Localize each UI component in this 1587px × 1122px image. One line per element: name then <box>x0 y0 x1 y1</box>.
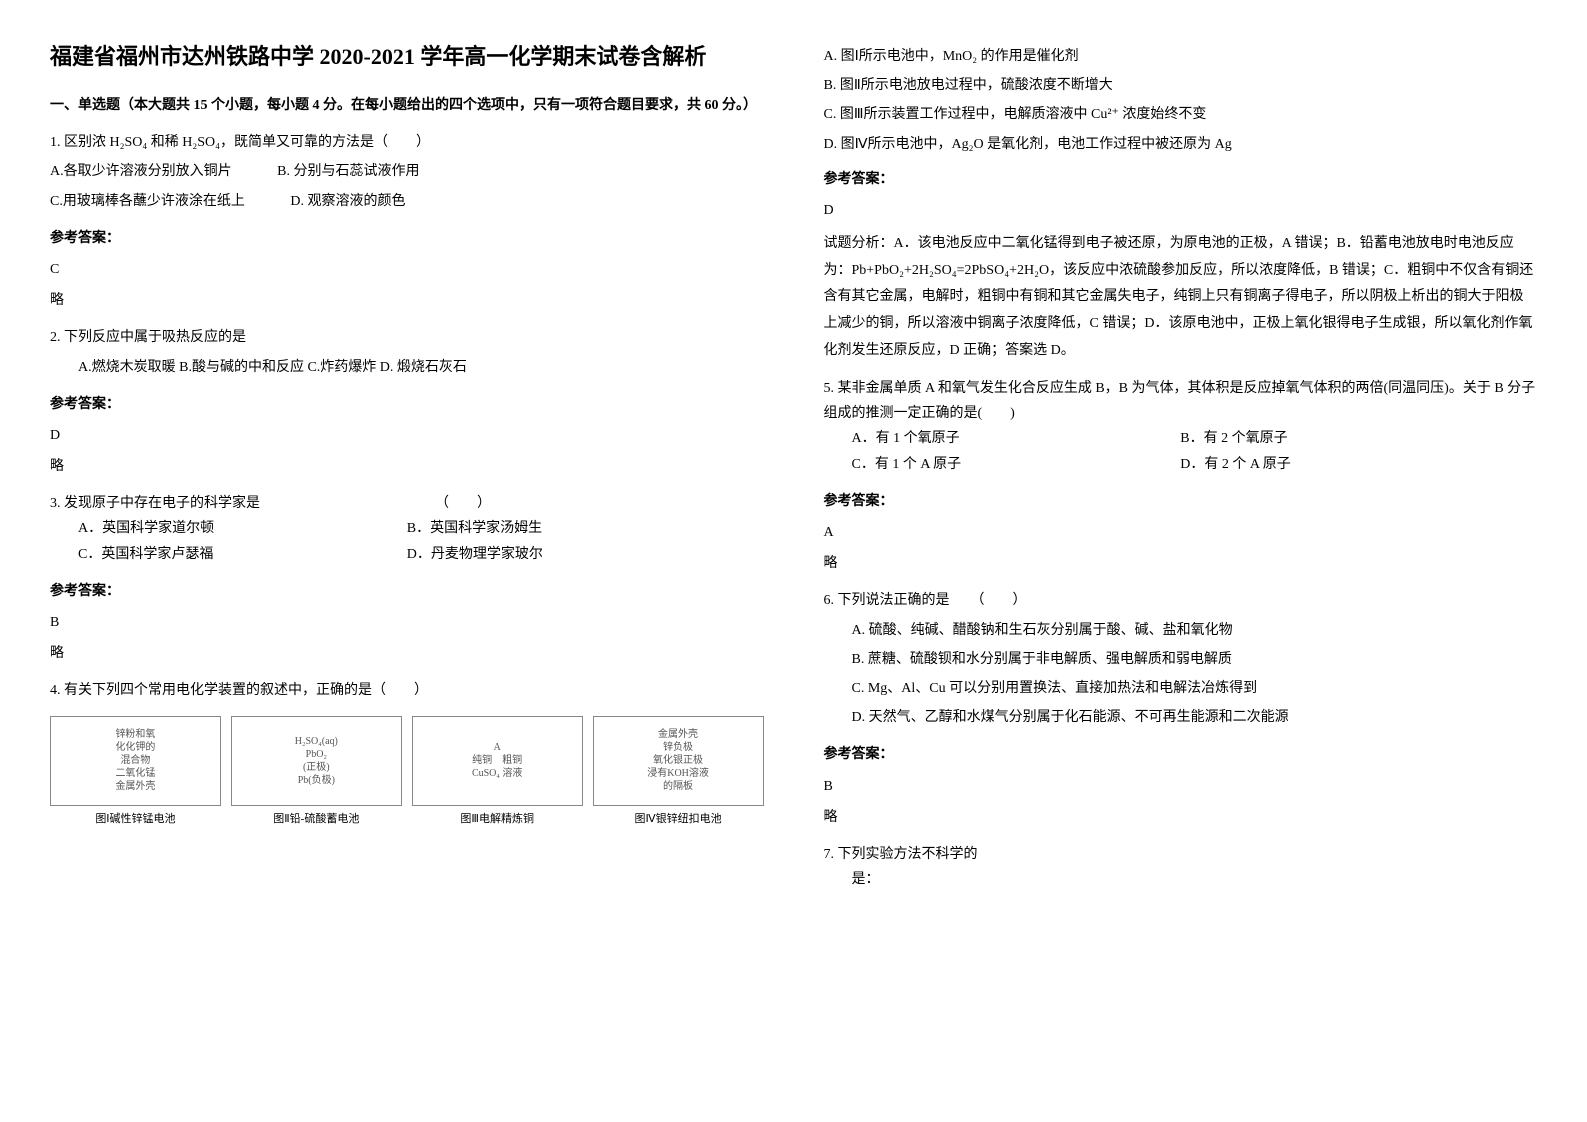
q4-optB: B. 图Ⅱ所示电池放电过程中，硫酸浓度不断增大 <box>824 73 1538 98</box>
q1-options-row1: A.各取少许溶液分别放入铜片 B. 分别与石蕊试液作用 <box>50 159 764 184</box>
q5-row1: A．有 1 个氧原子 B．有 2 个氧原子 <box>824 426 1538 451</box>
left-column: 福建省福州市达州铁路中学 2020-2021 学年高一化学期末试卷含解析 一、单… <box>50 40 764 904</box>
diagram-3: A纯铜 粗铜CuSO₄ 溶液 图Ⅲ电解精炼铜 <box>412 716 583 830</box>
question-1: 1. 区别浓 H₂SO₄ 和稀 H₂SO₄，既简单又可靠的方法是（ ） A.各取… <box>50 130 764 214</box>
diagram-2: H₂SO₄(aq)PbO₂(正极)Pb(负极) 图Ⅱ铅-硫酸蓄电池 <box>231 716 402 830</box>
q6-stem: 6. 下列说法正确的是 （ ） <box>824 588 1538 613</box>
diagram-4-caption: 图Ⅳ银锌纽扣电池 <box>593 810 764 830</box>
diagram-2-box: H₂SO₄(aq)PbO₂(正极)Pb(负极) <box>231 716 402 806</box>
q5-optC: C．有 1 个 A 原子 <box>824 452 1181 477</box>
diagram-2-caption: 图Ⅱ铅-硫酸蓄电池 <box>231 810 402 830</box>
question-6: 6. 下列说法正确的是 （ ） A. 硫酸、纯碱、醋酸钠和生石灰分别属于酸、碱、… <box>824 588 1538 730</box>
q3-answer: B <box>50 610 764 635</box>
q5-stem: 5. 某非金属单质 A 和氧气发生化合反应生成 B，B 为气体，其体积是反应掉氧… <box>824 376 1538 426</box>
q3-row2: C．英国科学家卢瑟福 D．丹麦物理学家玻尔 <box>50 542 764 567</box>
title: 福建省福州市达州铁路中学 2020-2021 学年高一化学期末试卷含解析 <box>50 40 764 73</box>
q3-row1: A．英国科学家道尔顿 B．英国科学家汤姆生 <box>50 516 764 541</box>
q6-answer-label: 参考答案： <box>824 742 1538 767</box>
q5-row2: C．有 1 个 A 原子 D．有 2 个 A 原子 <box>824 452 1538 477</box>
q7-stem: 7. 下列实验方法不科学的 <box>824 842 1538 867</box>
section-1-title: 一、单选题（本大题共 15 个小题，每小题 4 分。在每小题给出的四个选项中，只… <box>50 93 764 118</box>
q1-options-row2: C.用玻璃棒各蘸少许液涂在纸上 D. 观察溶液的颜色 <box>50 189 764 214</box>
q1-answer-label: 参考答案： <box>50 226 764 251</box>
q4-explanation: 试题分析：A．该电池反应中二氧化锰得到电子被还原，为原电池的正极，A 错误；B．… <box>824 231 1538 364</box>
q4-stem: 4. 有关下列四个常用电化学装置的叙述中，正确的是（ ） <box>50 678 764 703</box>
diagram-3-box: A纯铜 粗铜CuSO₄ 溶液 <box>412 716 583 806</box>
q5-optB: B．有 2 个氧原子 <box>1180 426 1537 451</box>
q4-optD: D. 图Ⅳ所示电池中，Ag₂O 是氧化剂，电池工作过程中被还原为 Ag <box>824 132 1538 157</box>
q1-optC: C.用玻璃棒各蘸少许液涂在纸上 <box>50 194 245 209</box>
diagram-1-box: 锌粉和氧化化钾的混合物二氧化锰金属外壳 <box>50 716 221 806</box>
q4-diagrams: 锌粉和氧化化钾的混合物二氧化锰金属外壳 图Ⅰ碱性锌锰电池 H₂SO₄(aq)Pb… <box>50 716 764 830</box>
q4-optA: A. 图Ⅰ所示电池中，MnO₂ 的作用是催化剂 <box>824 44 1538 69</box>
diagram-4: 金属外壳锌负极氧化银正极浸有KOH溶液的隔板 图Ⅳ银锌纽扣电池 <box>593 716 764 830</box>
question-7: 7. 下列实验方法不科学的 是： <box>824 842 1538 892</box>
q4-answer-label: 参考答案： <box>824 167 1538 192</box>
diagram-4-box: 金属外壳锌负极氧化银正极浸有KOH溶液的隔板 <box>593 716 764 806</box>
q6-optD: D. 天然气、乙醇和水煤气分别属于化石能源、不可再生能源和二次能源 <box>824 705 1538 730</box>
q7-stem2: 是： <box>824 867 1538 892</box>
q5-brief: 略 <box>824 551 1538 576</box>
diagram-3-caption: 图Ⅲ电解精炼铜 <box>412 810 583 830</box>
q5-answer: A <box>824 520 1538 545</box>
q3-optA: A．英国科学家道尔顿 <box>50 516 407 541</box>
q1-optD: D. 观察溶液的颜色 <box>290 194 405 209</box>
q5-optA: A．有 1 个氧原子 <box>824 426 1181 451</box>
question-3: 3. 发现原子中存在电子的科学家是 （ ） A．英国科学家道尔顿 B．英国科学家… <box>50 491 764 567</box>
q6-brief: 略 <box>824 805 1538 830</box>
q1-brief: 略 <box>50 288 764 313</box>
q4-answer: D <box>824 198 1538 223</box>
q3-optD: D．丹麦物理学家玻尔 <box>407 542 764 567</box>
question-4: 4. 有关下列四个常用电化学装置的叙述中，正确的是（ ） 锌粉和氧化化钾的混合物… <box>50 678 764 829</box>
q2-stem: 2. 下列反应中属于吸热反应的是 <box>50 325 764 350</box>
q1-answer: C <box>50 257 764 282</box>
q6-optC: C. Mg、Al、Cu 可以分别用置换法、直接加热法和电解法冶炼得到 <box>824 676 1538 701</box>
diagram-1: 锌粉和氧化化钾的混合物二氧化锰金属外壳 图Ⅰ碱性锌锰电池 <box>50 716 221 830</box>
q2-opts: A.燃烧木炭取暖 B.酸与碱的中和反应 C.炸药爆炸 D. 煅烧石灰石 <box>50 355 764 380</box>
diagram-1-caption: 图Ⅰ碱性锌锰电池 <box>50 810 221 830</box>
q3-optC: C．英国科学家卢瑟福 <box>50 542 407 567</box>
q3-stem: 3. 发现原子中存在电子的科学家是 （ ） <box>50 491 764 516</box>
question-5: 5. 某非金属单质 A 和氧气发生化合反应生成 B，B 为气体，其体积是反应掉氧… <box>824 376 1538 477</box>
q6-optA: A. 硫酸、纯碱、醋酸钠和生石灰分别属于酸、碱、盐和氧化物 <box>824 618 1538 643</box>
q5-optD: D．有 2 个 A 原子 <box>1180 452 1537 477</box>
right-column: A. 图Ⅰ所示电池中，MnO₂ 的作用是催化剂 B. 图Ⅱ所示电池放电过程中，硫… <box>824 40 1538 904</box>
q6-answer: B <box>824 774 1538 799</box>
q4-optC: C. 图Ⅲ所示装置工作过程中，电解质溶液中 Cu²⁺ 浓度始终不变 <box>824 102 1538 127</box>
q6-optB: B. 蔗糖、硫酸钡和水分别属于非电解质、强电解质和弱电解质 <box>824 647 1538 672</box>
q2-answer-label: 参考答案： <box>50 392 764 417</box>
q1-stem: 1. 区别浓 H₂SO₄ 和稀 H₂SO₄，既简单又可靠的方法是（ ） <box>50 130 764 155</box>
q3-optB: B．英国科学家汤姆生 <box>407 516 764 541</box>
q3-answer-label: 参考答案： <box>50 579 764 604</box>
exam-page: 福建省福州市达州铁路中学 2020-2021 学年高一化学期末试卷含解析 一、单… <box>50 40 1537 904</box>
q1-optA: A.各取少许溶液分别放入铜片 <box>50 164 232 179</box>
question-2: 2. 下列反应中属于吸热反应的是 A.燃烧木炭取暖 B.酸与碱的中和反应 C.炸… <box>50 325 764 379</box>
q2-answer: D <box>50 423 764 448</box>
q1-optB: B. 分别与石蕊试液作用 <box>277 164 419 179</box>
q2-brief: 略 <box>50 454 764 479</box>
q5-answer-label: 参考答案： <box>824 489 1538 514</box>
q3-brief: 略 <box>50 641 764 666</box>
